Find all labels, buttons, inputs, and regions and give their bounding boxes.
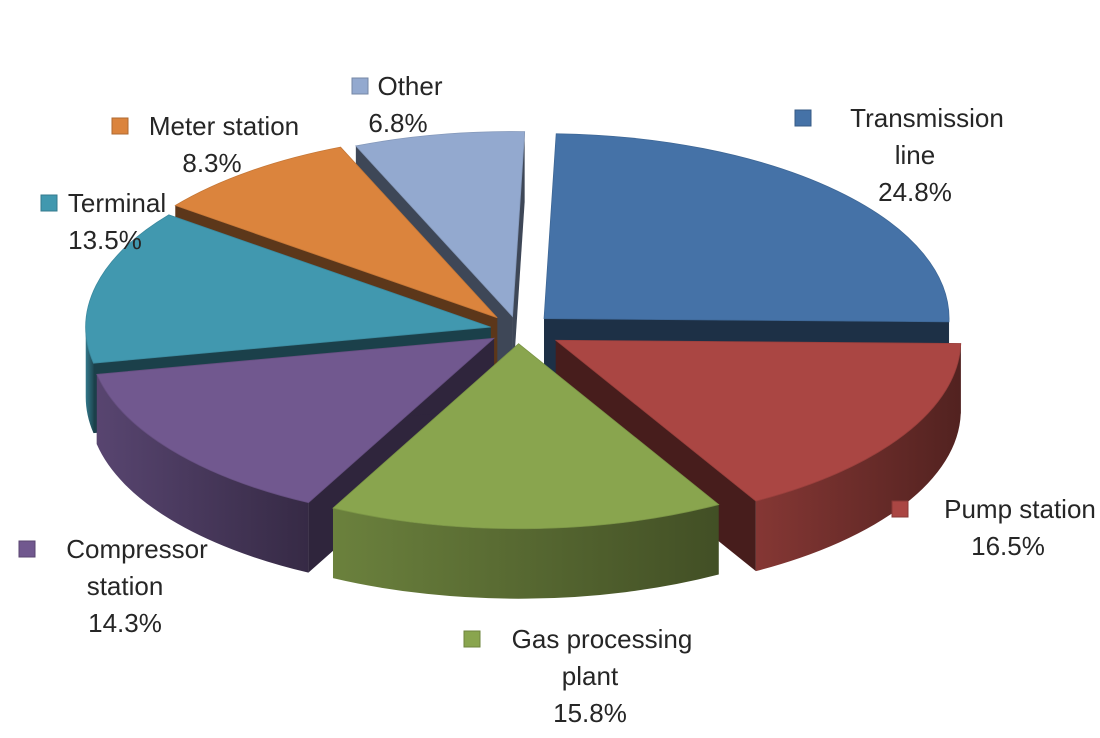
label-name-pump-station-0: Pump station: [944, 494, 1096, 524]
label-name-terminal-0: Terminal: [68, 188, 166, 218]
label-name-compressor-station-1: station: [87, 571, 164, 601]
legend-marker-pump-station: [892, 501, 908, 517]
legend-marker-terminal: [41, 195, 57, 211]
label-name-meter-station-0: Meter station: [149, 111, 299, 141]
legend-marker-transmission-line: [795, 110, 811, 126]
legend-marker-other: [352, 78, 368, 94]
label-name-transmission-line-0: Transmission: [850, 103, 1004, 133]
label-name-gas-processing-plant-0: Gas processing: [512, 624, 693, 654]
label-percent-pump-station: 16.5%: [971, 531, 1045, 561]
legend-marker-gas-processing-plant: [464, 631, 480, 647]
label-name-gas-processing-plant-1: plant: [562, 661, 619, 691]
label-percent-gas-processing-plant: 15.8%: [553, 698, 627, 728]
label-name-other-0: Other: [377, 71, 442, 101]
legend-marker-meter-station: [112, 118, 128, 134]
label-percent-meter-station: 8.3%: [182, 148, 241, 178]
label-percent-transmission-line: 24.8%: [878, 177, 952, 207]
label-percent-other: 6.8%: [368, 108, 427, 138]
data-label-pump-station: Pump station 16.5%: [892, 494, 1096, 561]
data-label-other: Other 6.8%: [352, 71, 443, 138]
legend-marker-compressor-station: [19, 541, 35, 557]
data-label-compressor-station: Compressor station 14.3%: [19, 534, 208, 638]
label-percent-compressor-station: 14.3%: [88, 608, 162, 638]
slice-transmission-line: [544, 134, 949, 322]
label-name-compressor-station-0: Compressor: [66, 534, 208, 564]
label-name-transmission-line-1: line: [895, 140, 935, 170]
label-percent-terminal: 13.5%: [68, 225, 142, 255]
data-label-gas-processing-plant: Gas processing plant 15.8%: [464, 624, 692, 728]
